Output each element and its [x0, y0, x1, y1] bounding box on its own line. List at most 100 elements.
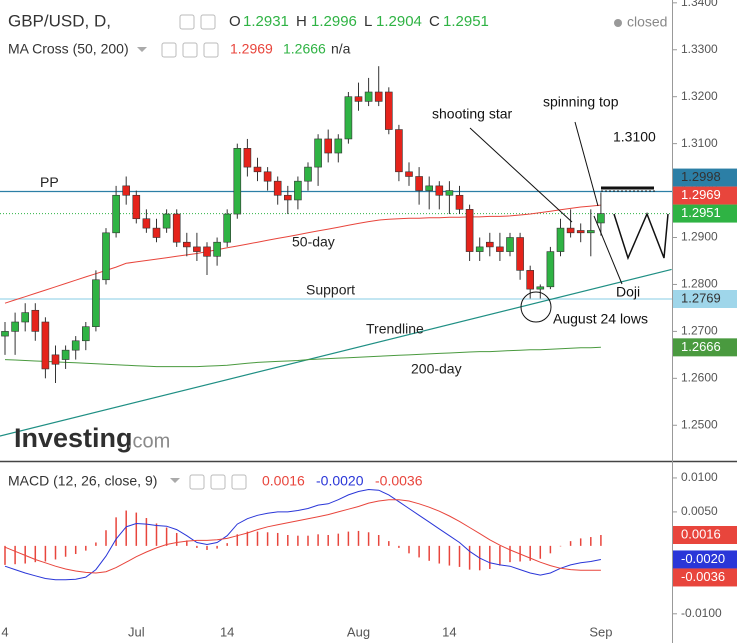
candle-body: [526, 270, 535, 290]
candle-body: [162, 213, 171, 229]
candle-body: [263, 171, 272, 182]
indicator-value: n/a: [331, 41, 351, 57]
ohlc-value: 1.2931: [243, 13, 289, 30]
x-tick-label: 4: [1, 624, 8, 639]
annotation: spinning top: [543, 94, 619, 110]
candle-body: [21, 312, 30, 323]
candle-body: [213, 241, 221, 257]
price-tag-label: 1.2666: [681, 339, 721, 354]
candle-body: [193, 246, 201, 252]
histogram-bar: [559, 545, 562, 547]
ohlc-value: 1.2904: [376, 13, 422, 30]
level-label: PP: [40, 174, 59, 190]
histogram-bar: [408, 545, 410, 554]
ohlc-value: 1.2996: [311, 13, 357, 30]
price-tag: [673, 186, 737, 205]
candle-body: [425, 185, 434, 191]
candle-body: [546, 251, 555, 288]
series-label: 200-day: [411, 361, 462, 377]
histogram-bar: [216, 545, 218, 549]
histogram-bar: [317, 534, 319, 546]
annotation: 1.3100: [613, 129, 656, 145]
histogram-bar: [74, 545, 77, 555]
histogram-bar: [357, 530, 360, 546]
ohlc-label: O: [229, 13, 241, 30]
x-tick-label: Aug: [347, 624, 370, 639]
candle-body: [576, 230, 585, 234]
candle-body: [61, 349, 70, 360]
status-dot: [614, 19, 622, 27]
candle-body: [496, 246, 504, 252]
y-tick-label: 1.3200: [681, 89, 718, 103]
candle-body: [1, 331, 9, 337]
candle-body: [51, 354, 60, 365]
ohlc-label: L: [364, 13, 372, 30]
price-tag: [673, 290, 737, 308]
histogram-bar: [418, 545, 420, 558]
candle-body: [506, 237, 514, 252]
candle-body: [112, 194, 120, 234]
price-tag: [673, 568, 737, 587]
y-tick-label: 1.2700: [681, 324, 718, 338]
candle-body: [384, 91, 393, 130]
macd-plot: [4, 488, 602, 581]
ohlc-value: 1.2951: [443, 13, 489, 30]
level-label: Support: [306, 282, 355, 298]
candle-body: [122, 185, 130, 196]
histogram-bar: [226, 543, 228, 546]
price-tag: [673, 204, 737, 223]
candle-body: [253, 166, 262, 173]
candle-body: [41, 321, 50, 370]
histogram-bar: [4, 545, 6, 565]
histogram-bar: [14, 545, 16, 565]
candle-body: [465, 209, 474, 252]
price-tag-label: 1.2969: [681, 187, 721, 202]
candle-body: [152, 227, 161, 238]
candle-body: [324, 138, 333, 154]
candle-body: [273, 180, 282, 196]
y-tick-label: 1.3300: [681, 42, 718, 56]
ohlc-label: C: [429, 13, 440, 30]
x-tick-label: Sep: [589, 624, 612, 639]
candle-body: [364, 91, 373, 102]
histogram-bar: [347, 531, 350, 546]
histogram-bar: [579, 538, 582, 546]
candle-body: [132, 194, 141, 220]
candle-body: [435, 185, 444, 196]
ohlc-label: H: [296, 13, 307, 30]
histogram-bar: [115, 517, 117, 546]
histogram-bar: [438, 545, 441, 564]
histogram-bar: [246, 531, 249, 546]
histogram-bar: [44, 545, 47, 562]
histogram-bar: [297, 535, 299, 546]
histogram-bar: [85, 545, 87, 551]
histogram-bar: [64, 545, 67, 557]
y-tick-label: 1.3100: [681, 136, 718, 150]
histogram-bar: [125, 510, 127, 546]
y-tick-label: -0.0100: [681, 606, 722, 620]
price-tag-label: -0.0020: [681, 551, 725, 566]
histogram-bar: [236, 534, 239, 546]
y-tick-label: 1.2800: [681, 277, 718, 291]
histogram-bar: [458, 545, 461, 567]
histogram-bar: [206, 545, 208, 550]
price-tag: [673, 168, 737, 187]
price-tag: [673, 550, 737, 569]
histogram-bar: [448, 545, 451, 566]
candle-body: [304, 166, 312, 182]
histogram-bar: [539, 545, 542, 559]
x-tick-label: Jul: [128, 624, 145, 639]
price-tag: [673, 526, 737, 544]
candle-body: [334, 138, 343, 154]
candle-body: [455, 194, 464, 210]
histogram-bar: [590, 537, 592, 546]
histogram-bar: [388, 541, 390, 546]
trendline-label: Trendline: [366, 321, 424, 337]
candle-body: [82, 326, 90, 342]
moving-average-line: [4, 346, 601, 368]
candle-body: [102, 232, 110, 281]
candle-body: [597, 213, 605, 224]
histogram-bar: [367, 532, 370, 546]
